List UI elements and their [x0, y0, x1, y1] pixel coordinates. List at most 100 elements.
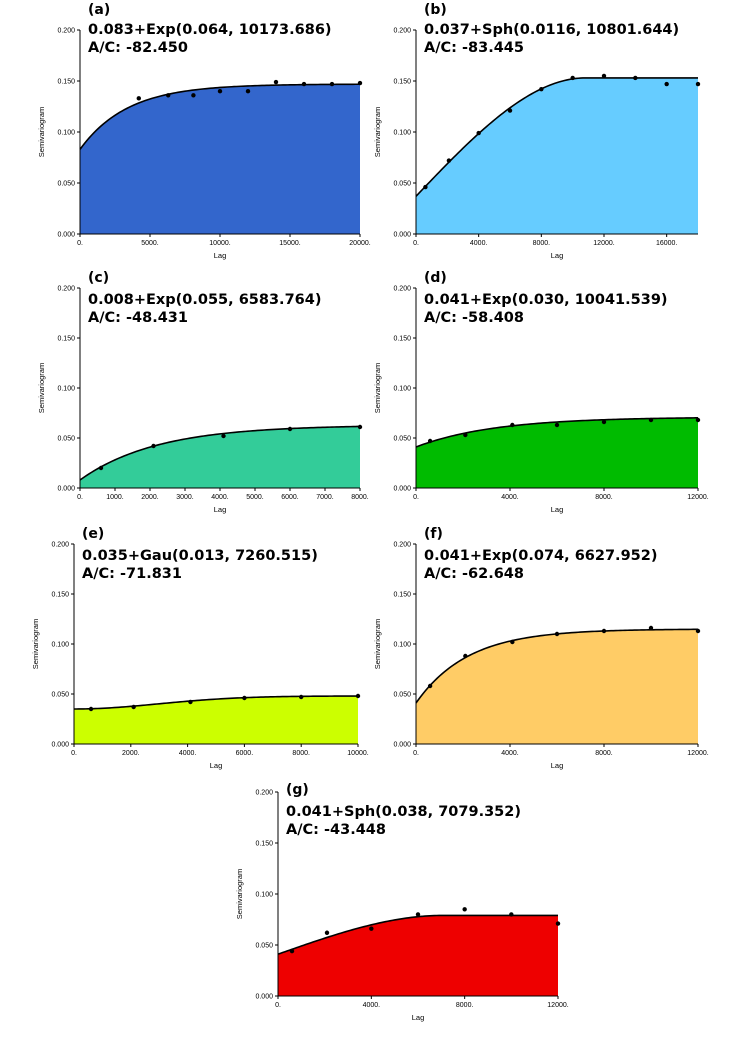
y-tick-label: 0.000: [255, 994, 273, 1001]
x-tick-label: 0.: [71, 750, 77, 757]
y-tick-label: 0.100: [393, 130, 411, 137]
data-point: [695, 417, 701, 423]
x-tick-label: 16000.: [656, 240, 677, 247]
data-point: [476, 130, 481, 136]
y-tick-label: 0.150: [255, 841, 273, 848]
data-point: [217, 89, 223, 94]
data-point: [554, 631, 560, 637]
data-point: [539, 86, 544, 92]
area-fill: [416, 77, 698, 234]
data-point: [648, 625, 654, 631]
data-point: [601, 628, 607, 634]
x-axis-label: Lag: [551, 505, 564, 514]
data-point: [166, 93, 171, 98]
chart-panel-g: 0.000 0.050 0.100 0.150 0.200 0. 4000. 8000. 120…: [206, 770, 569, 1022]
data-point: [555, 921, 561, 926]
chart-panel-a: 0.000 0.050 0.100 0.150 0.200 0. 5000. 10000. 15…: [6, 2, 371, 261]
data-point: [648, 417, 654, 423]
data-point: [601, 73, 607, 79]
ac-value: A/C: -58.408: [424, 310, 524, 326]
area-fill: [80, 84, 360, 235]
y-axis-label: Semivariogram: [37, 363, 46, 413]
fit-curve: [79, 425, 361, 481]
data-point: [446, 158, 452, 163]
chart-svg-a: 0.000 0.050 0.100 0.150 0.200 0. 5000. 10000. 15…: [37, 28, 371, 261]
model-formula: 0.083+Exp(0.064, 10173.686): [88, 22, 332, 38]
data-point: [301, 81, 307, 87]
y-tick-label: 0.150: [57, 79, 75, 86]
data-point: [324, 930, 330, 935]
data-point: [245, 89, 251, 94]
data-point: [98, 465, 104, 471]
x-tick-label: 0.: [77, 240, 83, 247]
data-point: [510, 422, 515, 428]
x-tick-label: 8000.: [456, 1002, 474, 1009]
panel-label: (f): [424, 526, 443, 542]
x-tick-label: 4000.: [501, 494, 519, 501]
model-formula: 0.008+Exp(0.055, 6583.764): [88, 292, 322, 308]
data-point: [289, 948, 295, 954]
y-tick-label: 0.150: [393, 592, 411, 599]
x-tick-label: 12000.: [547, 1002, 568, 1009]
y-tick-label: 0.200: [57, 286, 75, 293]
y-axis-label: Semivariogram: [37, 107, 46, 157]
y-tick-label: 0.050: [393, 436, 411, 443]
area-fill: [278, 915, 558, 996]
x-tick-label: 8000.: [351, 494, 369, 501]
chart-svg-d: 0.000 0.050 0.100 0.150 0.200 0. 4000. 8000. 120…: [373, 286, 709, 515]
model-formula: 0.041+Sph(0.038, 7079.352): [286, 804, 521, 820]
y-tick-label: 0.100: [57, 386, 75, 393]
y-axis-label: Semivariogram: [373, 619, 382, 669]
x-tick-label: 2000.: [122, 750, 140, 757]
y-axis-label: Semivariogram: [31, 619, 40, 669]
x-axis-label: Lag: [551, 251, 564, 260]
panel-label: (b): [424, 2, 447, 18]
y-tick-label: 0.200: [255, 790, 273, 797]
data-point: [415, 912, 421, 917]
x-tick-label: 4000.: [363, 1002, 381, 1009]
x-tick-label: 5000.: [246, 494, 264, 501]
x-tick-label: 8000.: [595, 494, 613, 501]
model-formula: 0.037+Sph(0.0116, 10801.644): [424, 22, 680, 38]
y-tick-label: 0.000: [51, 742, 69, 749]
data-point: [299, 694, 304, 700]
model-formula: 0.041+Exp(0.030, 10041.539): [424, 292, 668, 308]
y-tick-label: 0.150: [393, 79, 411, 86]
ac-value: A/C: -48.431: [88, 310, 188, 326]
data-point: [191, 93, 196, 98]
fit-curve: [415, 77, 698, 197]
x-tick-label: 7000.: [316, 494, 334, 501]
data-point: [510, 639, 515, 645]
panel-label: (e): [82, 526, 105, 542]
y-tick-label: 0.200: [393, 28, 411, 35]
data-point: [188, 699, 193, 705]
y-tick-label: 0.000: [57, 486, 75, 493]
y-tick-label: 0.200: [51, 542, 69, 549]
x-tick-label: 4000.: [179, 750, 197, 757]
y-axis-label: Semivariogram: [373, 107, 382, 157]
x-tick-label: 12000.: [687, 750, 708, 757]
y-tick-label: 0.000: [393, 486, 411, 493]
data-point: [151, 443, 156, 449]
model-formula: 0.035+Gau(0.013, 7260.515): [82, 548, 318, 564]
data-point: [423, 184, 428, 190]
y-axis-label: Semivariogram: [373, 363, 382, 413]
y-tick-label: 0.100: [51, 642, 69, 649]
y-tick-label: 0.200: [393, 542, 411, 549]
x-tick-label: 12000.: [687, 494, 708, 501]
y-tick-label: 0.100: [393, 386, 411, 393]
x-tick-label: 8000.: [533, 240, 551, 247]
ac-value: A/C: -43.448: [286, 822, 386, 838]
y-tick-label: 0.050: [393, 181, 411, 188]
y-tick-label: 0.100: [393, 642, 411, 649]
data-point: [131, 704, 136, 710]
data-point: [369, 926, 374, 931]
y-tick-label: 0.050: [57, 436, 75, 443]
data-point: [601, 419, 607, 425]
y-tick-label: 0.150: [57, 336, 75, 343]
y-tick-label: 0.100: [255, 892, 273, 899]
x-axis-label: Lag: [412, 1013, 425, 1022]
ac-value: A/C: -83.445: [424, 40, 524, 56]
x-axis-label: Lag: [551, 761, 564, 770]
data-point: [462, 907, 467, 912]
